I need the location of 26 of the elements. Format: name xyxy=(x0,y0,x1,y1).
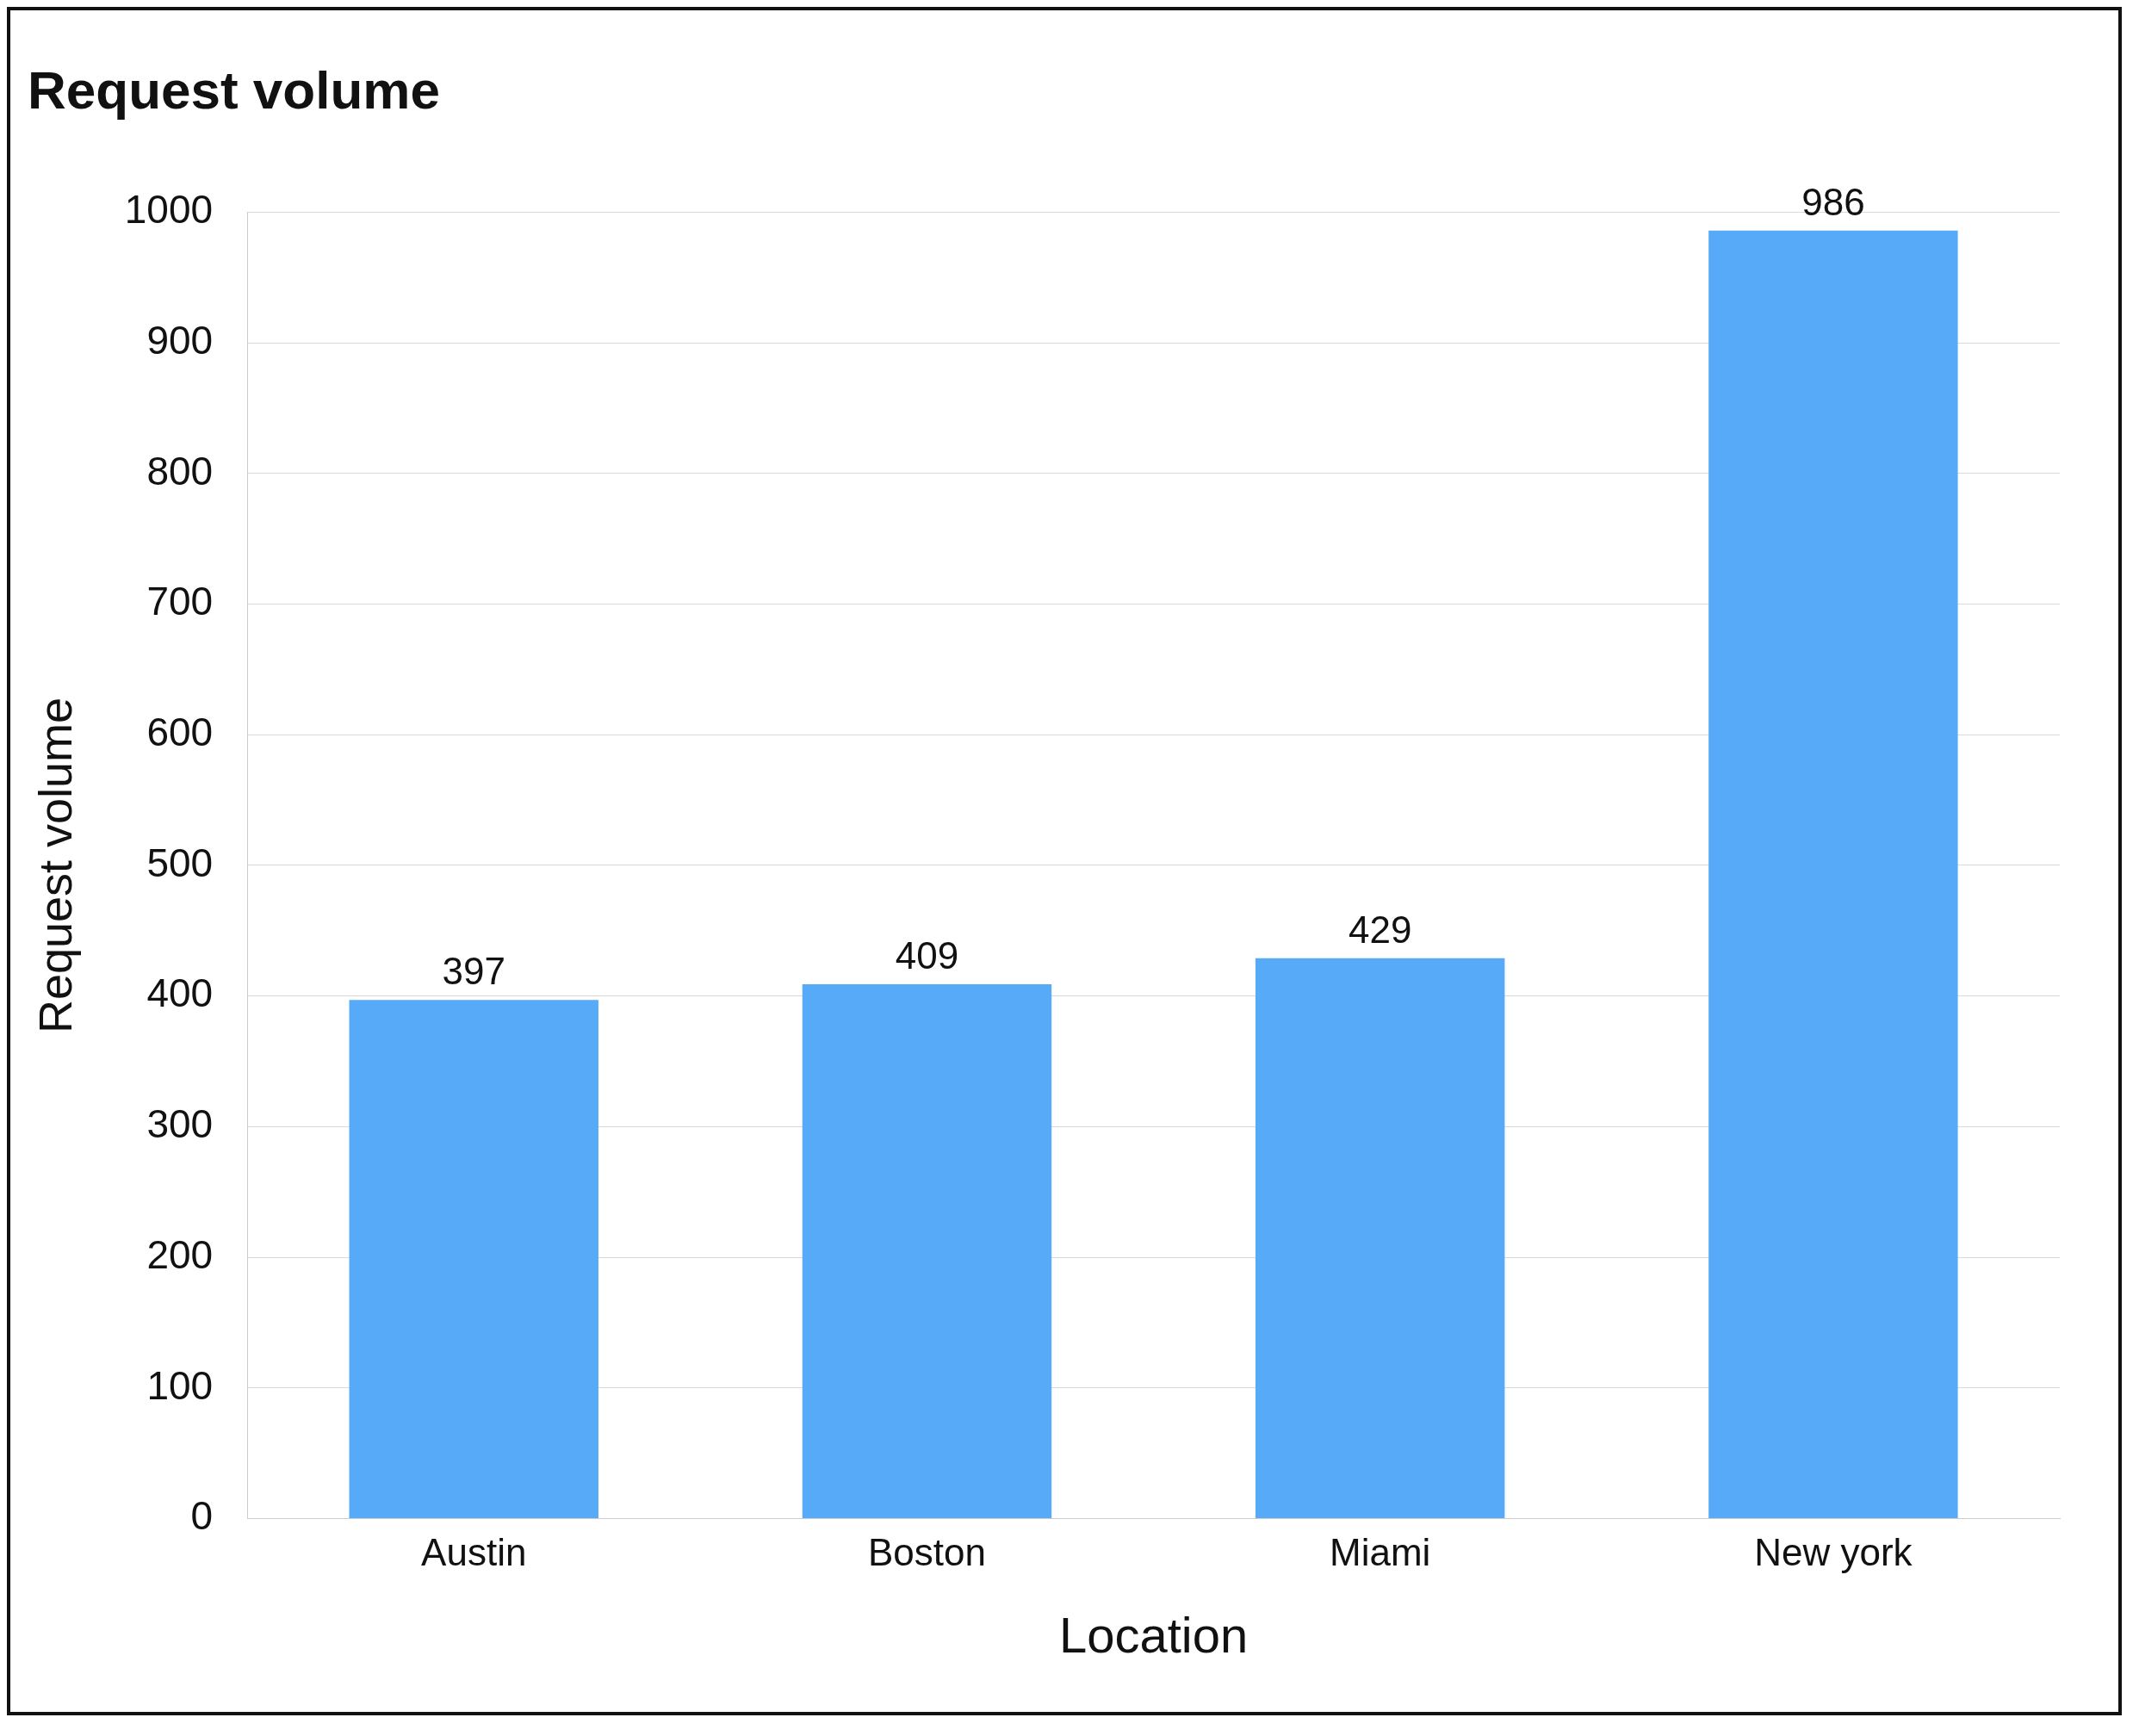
x-tick-label: Boston xyxy=(867,1531,986,1574)
data-label: 397 xyxy=(442,950,505,993)
bar xyxy=(1708,230,1958,1519)
y-tick-label: 0 xyxy=(190,1493,214,1539)
x-tick-label: Miami xyxy=(1330,1531,1431,1574)
data-label: 409 xyxy=(895,934,959,977)
chart-title: Request volume xyxy=(28,60,440,121)
y-tick-label: 200 xyxy=(146,1231,214,1277)
bar xyxy=(802,984,1052,1519)
y-tick-label: 800 xyxy=(146,448,214,493)
y-axis-title: Request volume xyxy=(29,697,82,1034)
x-axis-title: Location xyxy=(1058,1607,1249,1664)
y-tick-label: 400 xyxy=(146,970,214,1016)
bar xyxy=(1255,958,1505,1519)
data-label: 986 xyxy=(1801,180,1865,223)
y-tick-label: 700 xyxy=(146,579,214,624)
y-tick-label: 1000 xyxy=(124,187,214,232)
x-tick-label: New york xyxy=(1754,1531,1913,1574)
bar xyxy=(349,1000,598,1519)
y-tick-label: 500 xyxy=(146,840,214,885)
x-tick-label: Austin xyxy=(421,1531,527,1574)
y-tick-label: 300 xyxy=(146,1101,214,1147)
data-label: 429 xyxy=(1348,908,1412,951)
y-tick-label: 600 xyxy=(146,709,214,754)
y-tick-label: 100 xyxy=(146,1362,214,1408)
y-tick-label: 900 xyxy=(146,317,214,363)
